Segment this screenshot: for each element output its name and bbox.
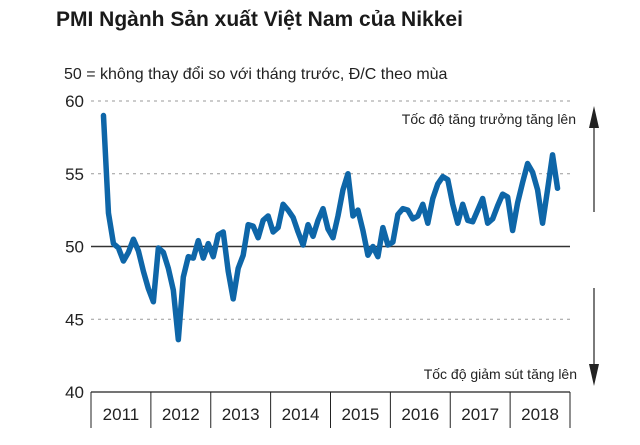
chart-title: PMI Ngành Sản xuất Việt Nam của Nikkei [56,8,463,31]
y-tick-label-55: 55 [65,165,84,184]
x-tick-label-2011: 2011 [103,405,140,424]
pmi-series [100,112,561,343]
gridlines [91,100,570,320]
x-tick-label-2016: 2016 [401,405,439,424]
x-tick-label-2017: 2017 [461,405,499,424]
y-tick-label-50: 50 [65,238,84,257]
x-tick-label-2014: 2014 [282,405,320,424]
y-tick-label-60: 60 [65,92,84,111]
y-tick-label-40: 40 [65,383,84,402]
growth-increase-label: Tốc độ tăng trưởng tăng lên [402,111,576,127]
chart-subtitle: 50 = không thay đổi so với tháng trước, … [64,66,448,83]
x-axis [90,391,571,428]
series-line-0 [100,112,561,343]
down-arrow-icon [589,288,599,386]
x-tick-label-2013: 2013 [222,405,260,424]
y-axis-tick-labels: 40 45 50 55 60 [65,92,84,402]
up-arrow-icon [589,106,599,212]
x-axis-tick-labels: 2011 2012 2013 2014 2015 2016 2017 2018 [103,405,559,424]
decline-increase-label: Tốc độ giảm sút tăng lên [424,366,577,382]
x-tick-label-2015: 2015 [342,405,380,424]
y-tick-label-45: 45 [65,310,84,329]
x-tick-label-2018: 2018 [521,405,559,424]
x-tick-label-2012: 2012 [162,405,200,424]
